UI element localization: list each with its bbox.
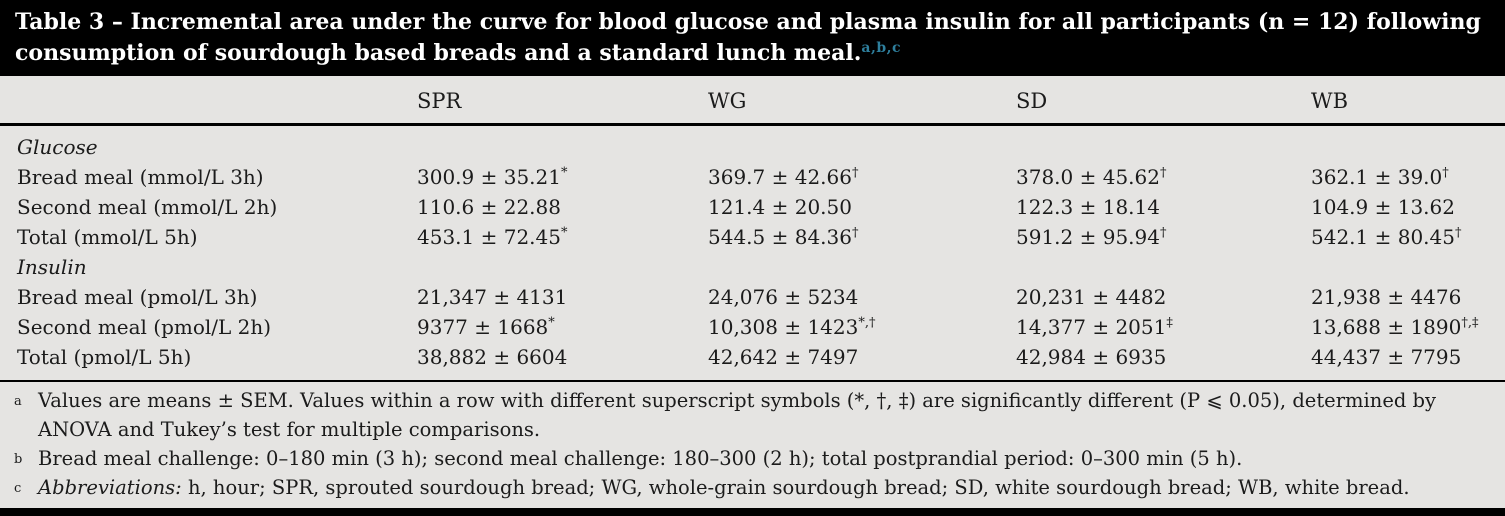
cell: 122.3 ± 18.14: [1016, 195, 1160, 219]
table-row: Insulin: [0, 252, 1505, 282]
table-row: Second meal (mmol/L 2h) 110.6 ± 22.88 121.…: [0, 192, 1505, 222]
cell: 21,938 ± 4476: [1311, 285, 1462, 309]
footnote-lead: Abbreviations:: [38, 476, 182, 499]
cell: 369.7 ± 42.66†: [708, 165, 859, 189]
cell: [417, 125, 708, 163]
table-row: Second meal (pmol/L 2h) 9377 ± 1668* 10,30…: [0, 312, 1505, 342]
significance-marker: †: [851, 225, 859, 241]
cell: [708, 252, 1016, 282]
table-caption-bar: Table 3 – Incremental area under the cur…: [0, 0, 1505, 76]
table-row: Total (pmol/L 5h) 38,882 ± 6604 42,642 ± 7…: [0, 342, 1505, 380]
table-title: Table 3 – Incremental area under the cur…: [15, 9, 1481, 66]
cell: 44,437 ± 7795: [1311, 345, 1462, 369]
cell: 38,882 ± 6604: [417, 345, 568, 369]
significance-marker: *: [560, 165, 568, 181]
significance-marker: ‡: [1166, 315, 1173, 331]
cell: 14,377 ± 2051‡: [1016, 315, 1173, 339]
cell: [1311, 125, 1505, 163]
column-header-wg: WG: [708, 76, 1016, 126]
cell: 24,076 ± 5234: [708, 285, 859, 309]
cell: 453.1 ± 72.45*: [417, 225, 568, 249]
cell: 110.6 ± 22.88: [417, 195, 561, 219]
table-row: Glucose: [0, 125, 1505, 163]
significance-marker: †: [1442, 165, 1449, 181]
bottom-rule: [0, 508, 1505, 516]
significance-marker: †: [1454, 225, 1462, 241]
cell: 544.5 ± 84.36†: [708, 225, 859, 249]
footnote-marker: c: [14, 481, 22, 496]
cell: [417, 252, 708, 282]
row-label: Total (mmol/L 5h): [17, 225, 198, 249]
significance-marker: †: [851, 165, 859, 181]
cell: 104.9 ± 13.62: [1311, 195, 1455, 219]
cell: [1016, 125, 1311, 163]
footnote-marker: a: [14, 394, 22, 409]
significance-marker: †,‡: [1461, 315, 1479, 331]
cell: 42,642 ± 7497: [708, 345, 859, 369]
row-label: Bread meal (mmol/L 3h): [17, 165, 264, 189]
footnotes-section: a Values are means ± SEM. Values within a…: [0, 382, 1505, 502]
row-label: Second meal (pmol/L 2h): [17, 315, 272, 339]
cell: 21,347 ± 4131: [417, 285, 568, 309]
footnote-b: b Bread meal challenge: 0–180 min (3 h); …: [0, 444, 1489, 473]
significance-marker: †: [1159, 225, 1167, 241]
data-table: SPR WG SD WB Glucose Bread meal (mmol/L 3h) 3…: [0, 76, 1505, 380]
footnote-divider-rule: [0, 380, 1505, 382]
significance-marker: †: [1159, 165, 1167, 181]
cell: 378.0 ± 45.62†: [1016, 165, 1167, 189]
cell: [1311, 252, 1505, 282]
column-header-wb: WB: [1311, 76, 1505, 126]
row-label: Bread meal (pmol/L 3h): [17, 285, 258, 309]
footnote-c: c Abbreviations: h, hour; SPR, sprouted s…: [0, 473, 1489, 502]
column-header-spr: SPR: [417, 76, 708, 126]
cell: 20,231 ± 4482: [1016, 285, 1167, 309]
row-label: Second meal (mmol/L 2h): [17, 195, 278, 219]
table-row: Bread meal (pmol/L 3h) 21,347 ± 4131 24,07…: [0, 282, 1505, 312]
cell: [1016, 252, 1311, 282]
footnote-a: a Values are means ± SEM. Values within a…: [14, 389, 1437, 441]
significance-marker: *: [560, 225, 568, 241]
table-row: Bread meal (mmol/L 3h) 300.9 ± 35.21* 369.…: [0, 162, 1505, 192]
cell: 9377 ± 1668*: [417, 315, 555, 339]
row-label: Glucose: [17, 135, 98, 159]
cell: 362.1 ± 39.0†: [1311, 165, 1449, 189]
significance-marker: *,†: [858, 315, 876, 331]
cell: 542.1 ± 80.45†: [1311, 225, 1462, 249]
cell: 300.9 ± 35.21*: [417, 165, 568, 189]
cell: 13,688 ± 1890†,‡: [1311, 315, 1479, 339]
row-label: Total (pmol/L 5h): [17, 345, 192, 369]
cell: 10,308 ± 1423*,†: [708, 315, 876, 339]
column-header-blank: [0, 76, 417, 126]
row-label: Insulin: [17, 255, 87, 279]
cell: 42,984 ± 6935: [1016, 345, 1167, 369]
footnote-marker: b: [14, 452, 23, 467]
cell: 591.2 ± 95.94†: [1016, 225, 1167, 249]
column-header-row: SPR WG SD WB: [0, 76, 1505, 126]
cell: 121.4 ± 20.50: [708, 195, 852, 219]
significance-marker: *: [548, 315, 555, 331]
cell: [708, 125, 1016, 163]
table-row: Total (mmol/L 5h) 453.1 ± 72.45* 544.5 ± 8…: [0, 222, 1505, 252]
title-footnote-markers: a,b,c: [861, 40, 902, 57]
column-header-sd: SD: [1016, 76, 1311, 126]
